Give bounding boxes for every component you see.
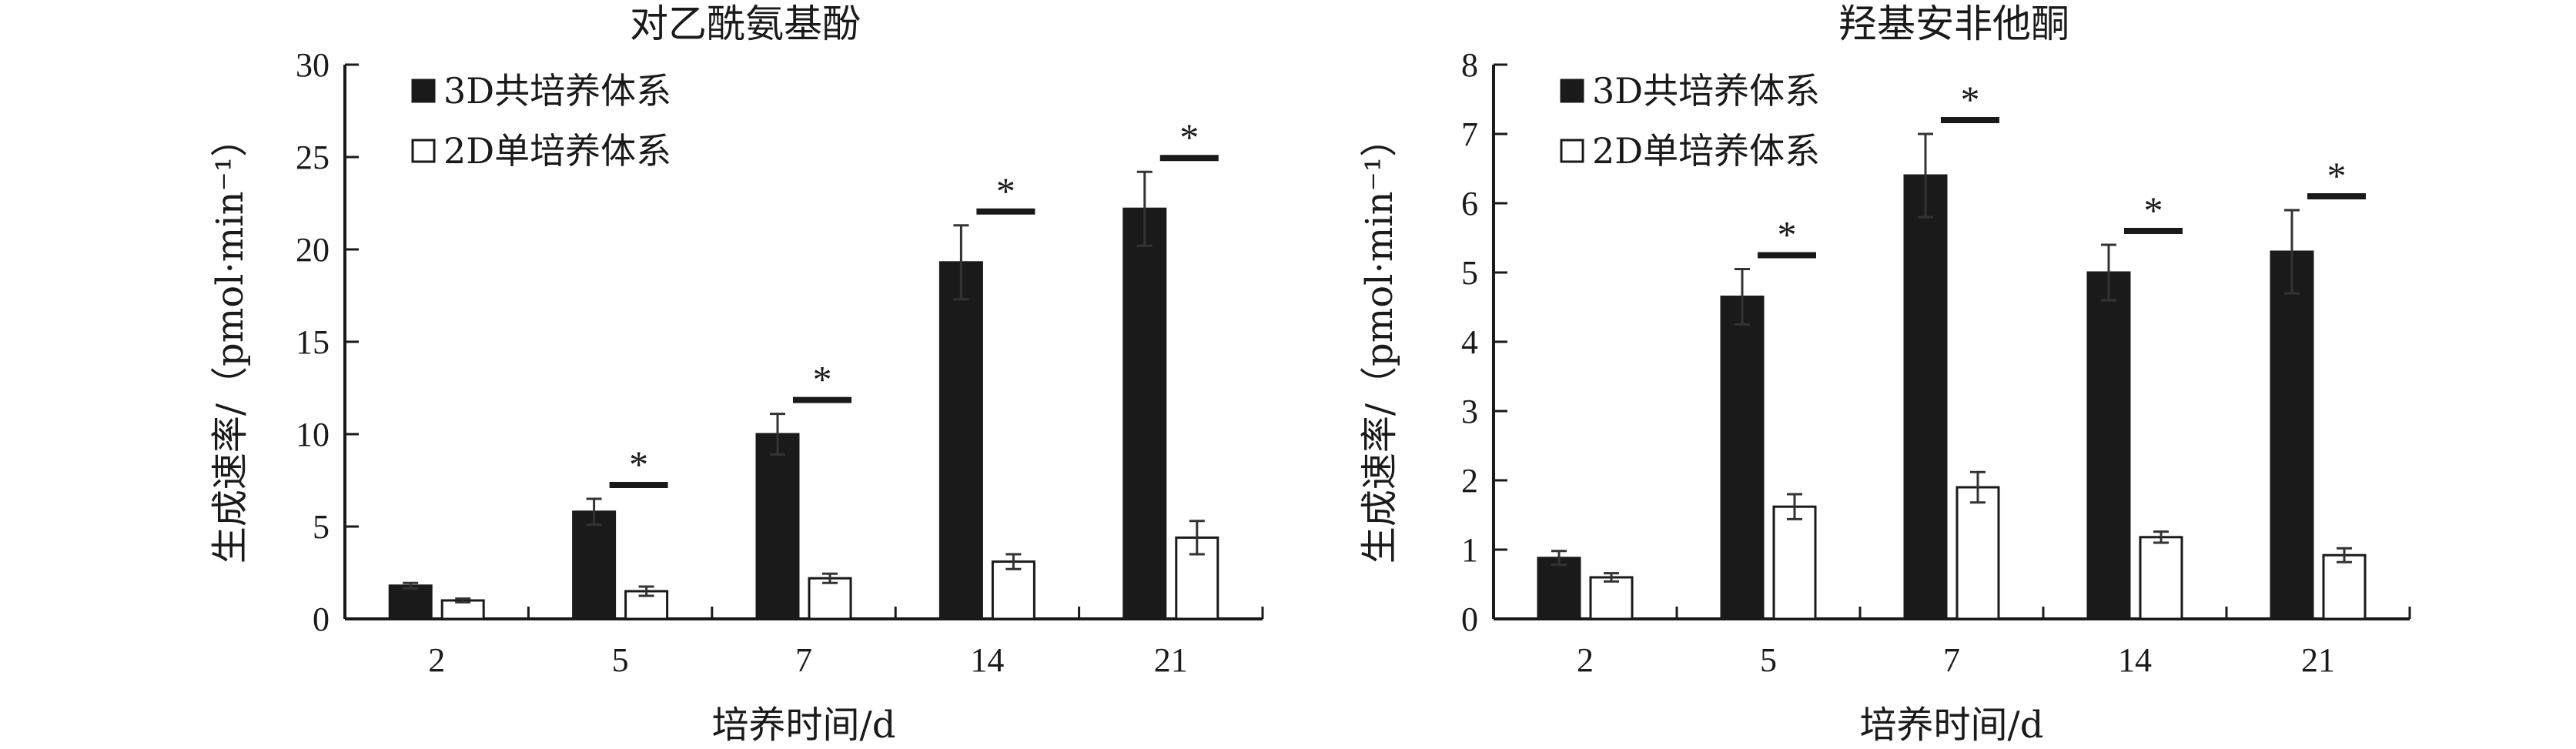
chart-title: 对乙酰氨基酚 [630,2,861,46]
legend-label: 2D单培养体系 [1592,130,1820,172]
y-axis-label: 生成速率/（pmol·min⁻¹） [1358,120,1401,563]
significance-marker: * [2327,154,2347,197]
x-tick-label: 2 [1577,641,1594,679]
x-tick-label: 2 [428,641,445,679]
x-tick-label: 7 [795,641,812,679]
legend-label: 3D共培养体系 [1592,70,1820,112]
x-tick-label: 5 [1760,641,1777,679]
x-tick-label: 7 [1943,641,1960,679]
bar-2d-2 [1589,576,1634,620]
significance-marker: * [996,169,1015,212]
significance-marker: * [813,358,832,401]
legend-swatch [411,79,436,103]
y-tick-label: 2 [1461,462,1478,500]
significance-marker: * [1179,115,1199,159]
y-tick-label: 25 [296,139,330,176]
y-tick-label: 0 [1461,600,1478,638]
legend-swatch [1560,79,1584,103]
y-tick-label: 0 [313,600,330,638]
bar-3d-7 [755,433,800,620]
y-tick-label: 5 [1461,254,1478,292]
y-tick-label: 10 [296,416,330,453]
bar-3d-21 [2270,250,2314,620]
chart-title: 羟基安非他酮 [1838,2,2069,46]
legend-label: 3D共培养体系 [443,70,671,112]
significance-marker: * [2144,189,2163,232]
x-tick-label: 14 [2118,641,2152,679]
bar-3d-7 [1903,174,1948,620]
x-tick-label: 14 [970,641,1004,679]
y-tick-label: 4 [1461,323,1478,361]
y-tick-label: 6 [1461,185,1478,222]
bar-2d-5 [1772,505,1817,620]
bar-3d-5 [1720,296,1765,620]
y-tick-label: 3 [1461,393,1478,430]
chart-1: 对乙酰氨基酚051015202530生成速率/（pmol·min⁻¹）培养时间/… [209,2,1264,747]
y-tick-label: 7 [1461,115,1478,153]
y-tick-label: 1 [1461,531,1478,569]
bar-2d-2 [440,599,485,620]
bar-3d-14 [2086,271,2131,620]
significance-marker: * [1961,78,1980,121]
bar-2d-14 [2139,536,2183,620]
bar-2d-7 [808,577,852,620]
bar-3d-5 [572,510,617,620]
y-tick-label: 20 [296,231,330,269]
bar-2d-14 [991,560,1035,620]
bar-2d-7 [1955,486,2000,620]
x-tick-label: 5 [612,641,629,679]
x-tick-label: 21 [1154,641,1188,679]
legend-label: 2D单培养体系 [443,130,671,172]
significance-marker: * [1778,213,1797,256]
chart-2: 羟基安非他酮 0 1 2 3 4 5 6 7 8 生成速率/（pmol·min⁻¹） 培养时间/d 2 5… [1358,2,2411,747]
legend-swatch [1560,139,1584,163]
x-axis-label: 培养时间/d [1860,704,2044,747]
y-tick-label: 8 [1461,46,1478,84]
y-axis-label: 生成速率/（pmol·min⁻¹） [209,120,252,563]
y-tick-label: 5 [313,508,330,546]
bar-2d-21 [2322,553,2367,620]
x-tick-label: 21 [2301,641,2335,679]
y-tick-label: 30 [296,46,330,84]
bar-3d-14 [938,261,983,620]
bar-3d-2 [1537,557,1581,620]
legend-swatch [411,139,436,163]
bar-3d-2 [388,584,433,620]
significance-marker: * [629,443,648,486]
bar-3d-21 [1122,207,1167,620]
x-axis-label: 培养时间/d [712,704,896,747]
y-tick-label: 15 [296,323,330,361]
